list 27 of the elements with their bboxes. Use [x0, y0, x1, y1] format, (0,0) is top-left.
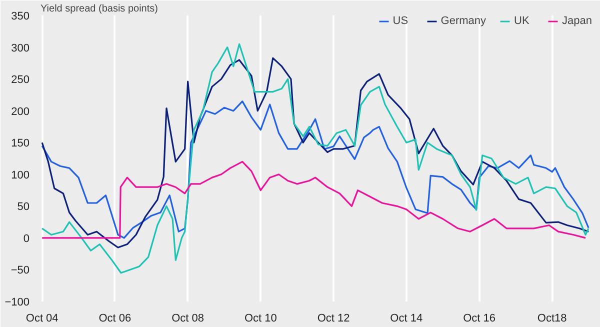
y-tick-label: −100 — [4, 296, 30, 308]
y-tick-label: 100 — [11, 169, 30, 182]
x-tick-label: Oct18 — [537, 312, 567, 324]
x-tick-label: Oct 10 — [244, 312, 277, 324]
x-tick-label: Oct 12 — [317, 312, 350, 324]
y-tick-label: 350 — [11, 10, 30, 22]
line-series — [41, 57, 590, 248]
x-tick-label: Oct 04 — [26, 312, 58, 324]
y-tick-label: 0 — [23, 232, 30, 245]
x-tick-label: Oct 14 — [390, 312, 423, 324]
line-series — [41, 160, 586, 239]
x-tick-label: Oct 16 — [463, 312, 496, 324]
legend-label: Japan — [562, 15, 592, 27]
y-tick-label: 200 — [11, 106, 30, 118]
y-tick-label: 50 — [17, 201, 30, 214]
x-tick-label: Oct 06 — [98, 312, 132, 324]
y-tick-label: −50 — [10, 264, 30, 277]
y-axis-title: Yield spread (basis points) — [40, 4, 158, 14]
y-tick-label: 150 — [11, 138, 30, 150]
line-series — [41, 100, 590, 239]
legend-label: UK — [514, 15, 530, 27]
line-series — [41, 43, 590, 274]
legend-label: Germany — [440, 15, 486, 27]
y-tick-label: 300 — [11, 42, 30, 54]
y-tick-label: 250 — [11, 74, 30, 86]
legend-label: US — [392, 15, 410, 27]
x-tick-label: Oct 08 — [172, 312, 204, 324]
